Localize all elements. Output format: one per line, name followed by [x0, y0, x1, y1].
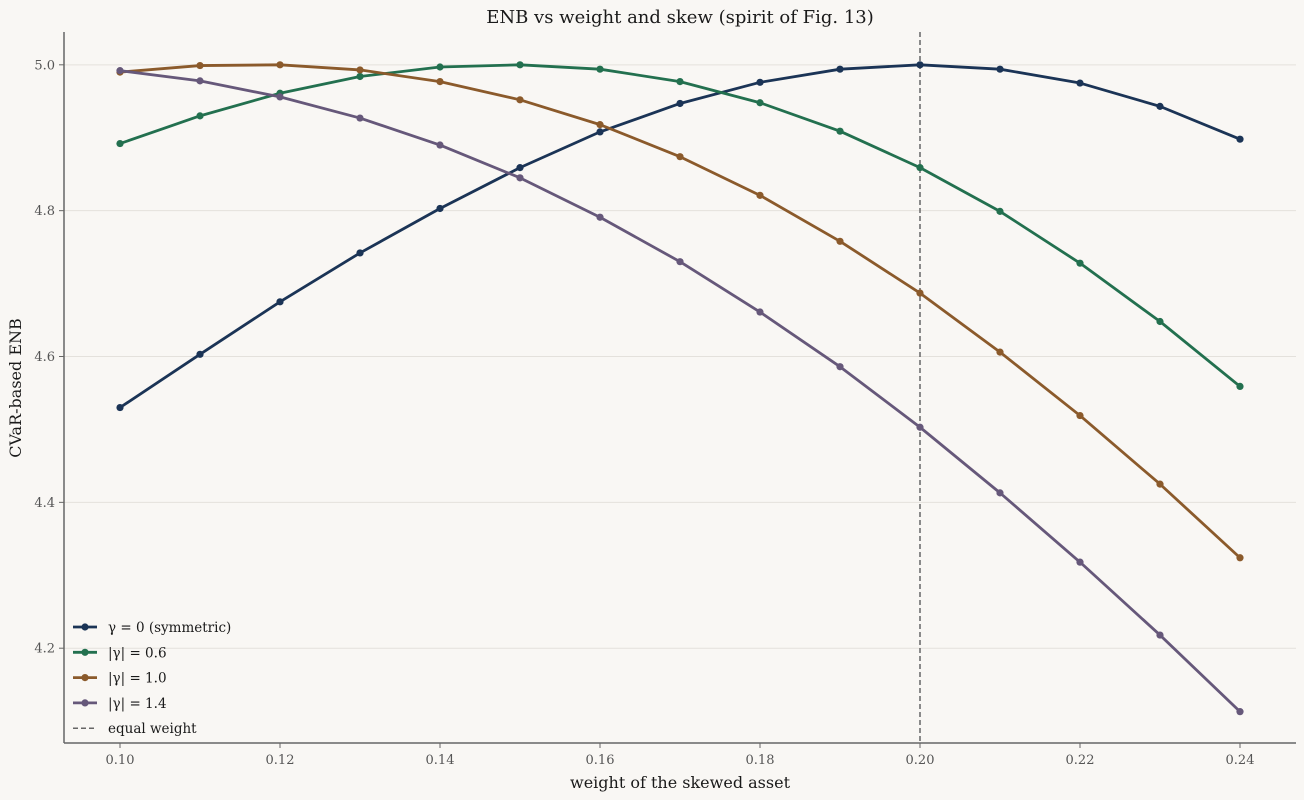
x-tick-label: 0.12 [266, 753, 295, 768]
data-point [1156, 480, 1164, 488]
data-point [1236, 135, 1244, 143]
series-group [116, 61, 1244, 716]
legend-label: |γ| = 1.4 [108, 696, 167, 712]
data-point [276, 298, 284, 306]
data-point [676, 258, 684, 266]
data-point [516, 164, 524, 172]
legend-label: equal weight [108, 721, 197, 737]
data-point [756, 99, 764, 107]
data-point [676, 153, 684, 161]
series-2 [116, 61, 1244, 391]
data-point [196, 77, 204, 85]
legend-item: |γ| = 0.6 [73, 645, 167, 661]
legend: γ = 0 (symmetric) |γ| = 0.6 |γ| = 1.0 |γ| =… [73, 620, 231, 737]
data-point [916, 164, 924, 172]
legend-marker [81, 623, 89, 631]
data-point [996, 207, 1004, 215]
data-point [916, 289, 924, 297]
legend-item: |γ| = 1.0 [73, 671, 167, 687]
data-point [1156, 631, 1164, 639]
y-axis-label: CVaR-based ENB [6, 318, 25, 458]
y-ticks: 4.2 4.4 4.6 4.8 5.0 [34, 58, 64, 657]
data-point [436, 204, 444, 213]
legend-marker [81, 674, 89, 682]
data-point [756, 78, 764, 86]
data-point [196, 112, 204, 120]
data-point [1076, 259, 1084, 267]
x-tick-label: 0.14 [426, 753, 455, 768]
data-point [596, 128, 604, 136]
legend-marker [81, 648, 89, 656]
data-point [996, 65, 1004, 73]
y-tick-label: 4.4 [34, 496, 55, 511]
data-point [196, 61, 204, 70]
data-point [516, 174, 524, 182]
x-tick-label: 0.16 [586, 753, 615, 768]
data-point [116, 67, 124, 75]
data-point [676, 99, 684, 108]
data-point [1156, 102, 1164, 110]
legend-label: |γ| = 1.0 [108, 671, 167, 687]
series-4 [116, 67, 1244, 716]
data-point [436, 63, 444, 71]
data-point [596, 65, 604, 73]
x-tick-label: 0.18 [746, 753, 775, 768]
data-point [1236, 708, 1244, 716]
legend-marker [81, 699, 89, 707]
legend-item: equal weight [73, 721, 197, 737]
data-point [436, 77, 444, 86]
legend-label: |γ| = 0.6 [108, 645, 167, 661]
data-point [356, 66, 364, 74]
data-point [436, 141, 444, 149]
data-point [276, 61, 284, 69]
data-point [1236, 554, 1244, 562]
data-point [1236, 382, 1244, 391]
x-tick-label: 0.20 [906, 753, 935, 768]
x-tick-label: 0.24 [1226, 753, 1255, 768]
data-point [756, 191, 764, 199]
x-tick-label: 0.22 [1066, 753, 1095, 768]
data-point [1156, 317, 1164, 326]
data-point [516, 96, 524, 104]
data-point [116, 403, 124, 412]
y-tick-label: 4.8 [34, 204, 55, 219]
data-point [996, 489, 1004, 497]
chart-title: ENB vs weight and skew (spirit of Fig. 1… [486, 7, 874, 28]
data-point [596, 121, 604, 129]
data-point [676, 77, 684, 86]
data-point [356, 72, 364, 81]
axes [63, 32, 1296, 744]
data-point [756, 308, 764, 316]
data-point [596, 213, 604, 221]
data-point [916, 61, 924, 69]
x-tick-label: 0.10 [106, 753, 135, 768]
data-point [276, 93, 284, 101]
series-3 [116, 61, 1244, 562]
x-axis-label: weight of the skewed asset [570, 773, 791, 792]
data-point [516, 61, 524, 69]
legend-item: |γ| = 1.4 [73, 696, 167, 712]
data-point [196, 350, 204, 358]
y-tick-label: 5.0 [34, 58, 55, 73]
data-point [116, 139, 124, 148]
legend-label: γ = 0 (symmetric) [108, 620, 231, 636]
legend-item: γ = 0 (symmetric) [73, 620, 231, 636]
data-point [836, 237, 844, 245]
data-point [356, 114, 364, 122]
data-point [836, 65, 844, 73]
data-point [916, 423, 924, 431]
data-point [836, 127, 844, 135]
x-ticks: 0.10 0.12 0.14 0.16 0.18 0.20 0.22 0.24 [106, 743, 1255, 768]
series-1 [116, 61, 1244, 412]
data-point [1076, 558, 1084, 566]
data-point [356, 249, 364, 257]
data-point [996, 348, 1004, 356]
data-point [836, 363, 844, 371]
y-tick-label: 4.2 [34, 642, 55, 657]
data-point [1076, 79, 1084, 87]
y-tick-label: 4.6 [34, 350, 55, 365]
data-point [1076, 411, 1084, 420]
